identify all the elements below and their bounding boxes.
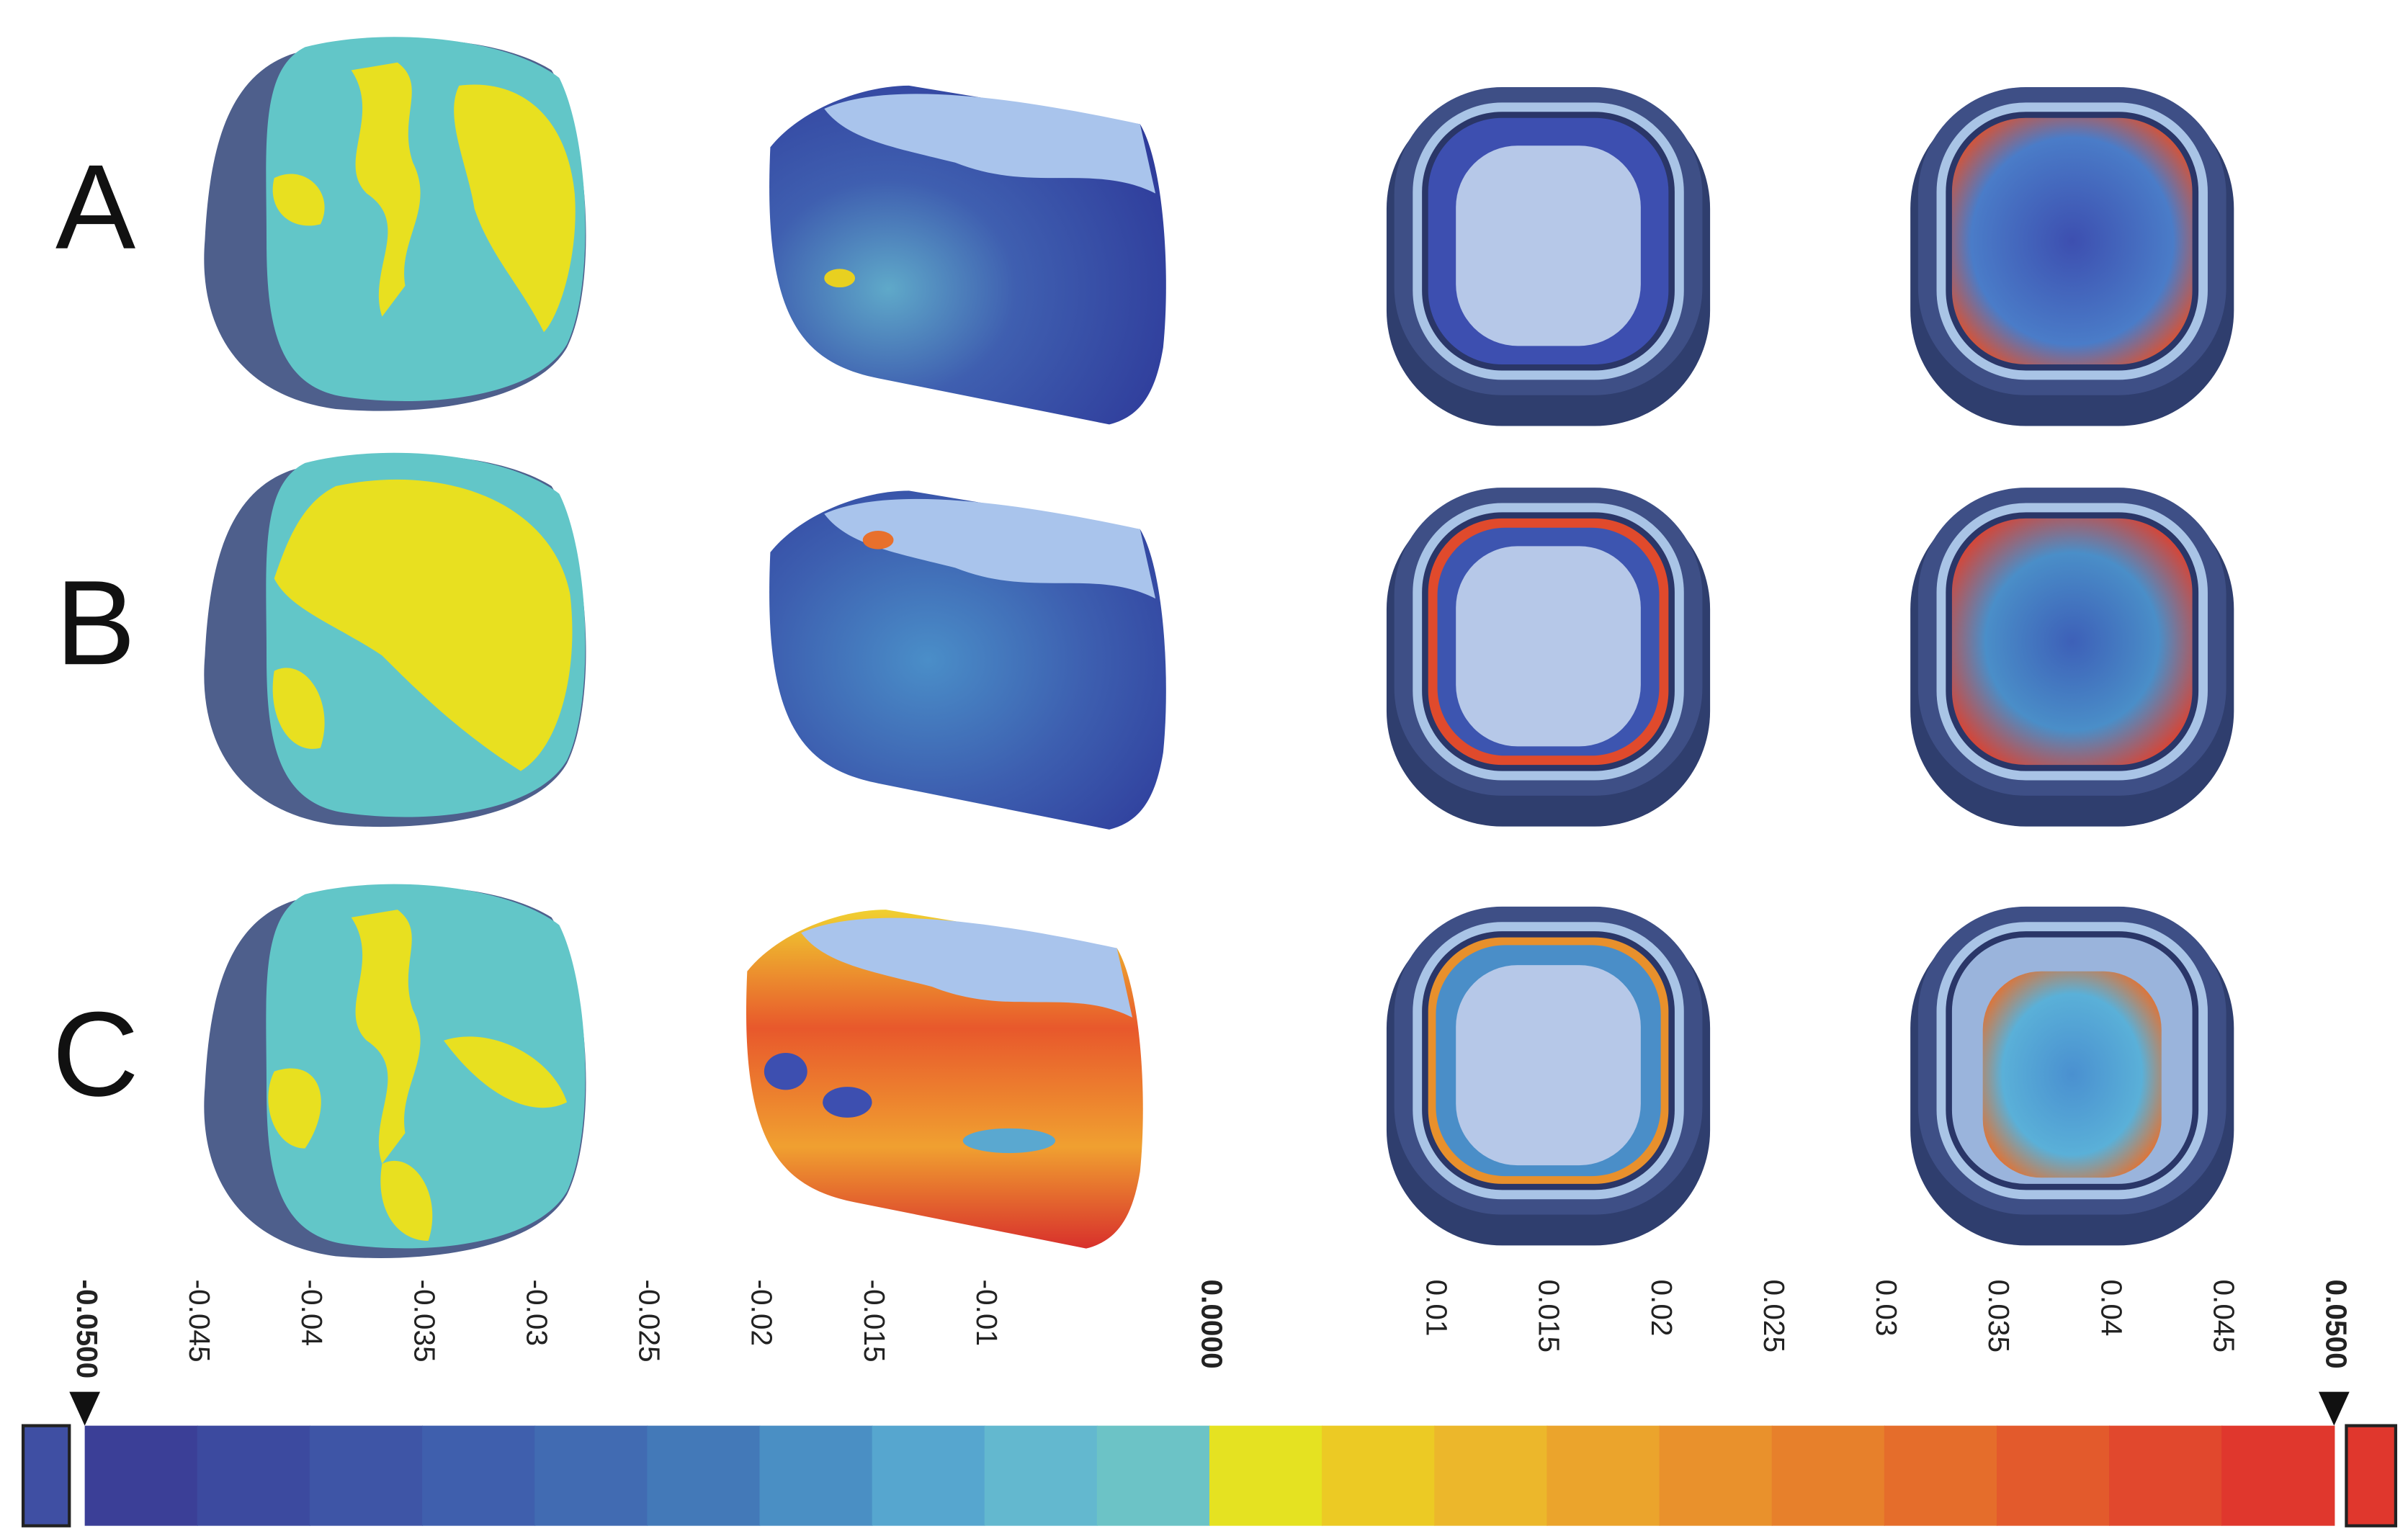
tick-label: -0.015 <box>858 1279 891 1362</box>
color-segment <box>1096 1425 1211 1526</box>
tick-label: 0.0000 <box>1195 1279 1228 1368</box>
under-swatch <box>21 1424 71 1527</box>
color-segment <box>309 1425 424 1526</box>
side-view <box>769 490 1166 830</box>
color-segment <box>1884 1425 1998 1526</box>
color-segment <box>2221 1425 2335 1526</box>
color-segment <box>1322 1425 1436 1526</box>
color-segment <box>1209 1425 1323 1526</box>
ring-view <box>1910 488 2234 827</box>
color-segment <box>2109 1425 2223 1526</box>
colorbar: -0.0500 -0.045 -0.04 -0.035 -0.03 -0.025 -0.02… <box>21 1279 2398 1527</box>
ring-view <box>1910 906 2234 1246</box>
ring-view <box>1910 86 2234 426</box>
color-segment <box>1996 1425 2111 1526</box>
tick-label: -0.01 <box>970 1279 1003 1346</box>
color-segment <box>84 1425 198 1526</box>
side-view <box>769 85 1166 425</box>
row-label: A <box>55 140 135 274</box>
ring-view <box>1386 906 1711 1246</box>
tick-label: 0.045 <box>2207 1279 2240 1352</box>
row-label: B <box>55 556 135 690</box>
tick-label: 0.04 <box>2095 1279 2128 1336</box>
tick-label: -0.045 <box>183 1279 216 1362</box>
tick-label: -0.0500 <box>71 1279 104 1378</box>
tick-label: -0.035 <box>408 1279 441 1362</box>
tick-label: -0.04 <box>295 1279 328 1346</box>
tick-label: 0.025 <box>1758 1279 1791 1352</box>
tick-label: -0.02 <box>746 1279 779 1346</box>
ring-view <box>1386 488 1711 827</box>
color-segment <box>534 1425 648 1526</box>
tick-label: 0.0500 <box>2320 1279 2353 1368</box>
tick-label: 0.015 <box>1533 1279 1566 1352</box>
tick-label: -0.03 <box>520 1279 553 1346</box>
tick-label: -0.025 <box>633 1279 666 1362</box>
limit-marker <box>69 1391 101 1426</box>
color-segment <box>647 1425 761 1526</box>
side-view <box>746 910 1143 1249</box>
occlusal-view <box>204 884 586 1258</box>
tick-label: 0.035 <box>1982 1279 2015 1352</box>
occlusal-view <box>204 37 586 411</box>
ring-view <box>1386 86 1711 426</box>
tick-label: 0.02 <box>1645 1279 1678 1336</box>
color-segment <box>1659 1425 1773 1526</box>
over-swatch <box>2345 1424 2398 1527</box>
color-segment <box>1771 1425 1885 1526</box>
row-label: C <box>52 987 138 1121</box>
color-segment <box>984 1425 1098 1526</box>
color-segment <box>872 1425 985 1526</box>
tick-label: 0.01 <box>1420 1279 1454 1336</box>
color-segment <box>197 1425 310 1526</box>
color-segment <box>1547 1425 1660 1526</box>
limit-marker <box>2318 1391 2350 1426</box>
color-segment <box>1434 1425 1548 1526</box>
occlusal-view <box>204 452 586 827</box>
tick-label: 0.03 <box>1870 1279 1903 1336</box>
color-segment <box>759 1425 873 1526</box>
color-segment <box>422 1425 536 1526</box>
